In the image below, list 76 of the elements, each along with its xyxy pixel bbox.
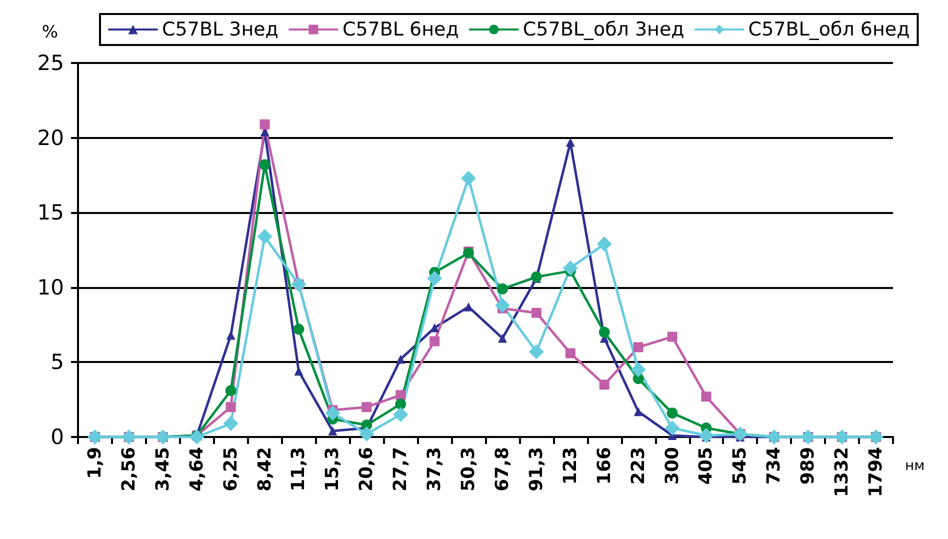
x-tick-label: 37,3 [424,447,446,492]
point [596,236,612,252]
y-axis-title: % [42,22,58,42]
x-tick-label: 300 [662,447,683,485]
point [396,390,406,400]
x-tick-label: 20,6 [356,447,378,492]
x-tick-label: 989 [798,447,819,485]
x-tick-label: 15,3 [322,447,344,492]
point [566,138,575,147]
point [362,402,372,412]
x-tick-label: 1794 [866,447,887,498]
x-tick-label: 545 [730,447,751,485]
legend-label: C57BL_обл 3нед [522,18,684,40]
point [565,348,576,358]
point [634,407,643,416]
y-tick-label: 15 [37,200,64,225]
legend-label: C57BL 6нед [342,18,459,40]
point [698,428,714,444]
point [562,260,578,276]
x-tick-label: 27,7 [390,447,412,492]
x-tick-label: 123 [560,447,581,485]
point [667,332,678,342]
x-tick-label: 166 [594,447,615,485]
point [223,416,238,432]
point [328,426,338,436]
x-tick-label: 4,64 [186,447,208,492]
point [257,229,272,244]
x-tick-label: 1,9 [84,447,106,479]
x-tick-label: 6,25 [220,447,242,492]
x-tick-label: 3,45 [152,447,174,492]
point [325,406,340,421]
point [259,159,270,170]
point [396,354,406,364]
x-axis-title: нм [905,458,925,474]
point [430,336,440,346]
point [664,420,680,436]
x-tick-label: 405 [696,447,717,485]
point [293,324,304,335]
point [498,334,507,343]
x-tick-label: 67,8 [492,447,513,492]
x-tick-label: 50,3 [458,447,480,492]
point [359,426,374,442]
point [630,362,646,378]
x-tick-label: 8,42 [254,447,276,492]
point [225,385,236,396]
y-tick-label: 25 [37,51,64,75]
point [701,392,712,402]
point [427,270,442,286]
point [226,402,236,412]
point [530,271,542,282]
point [599,380,610,390]
point [395,398,406,410]
y-tick-label: 0 [50,425,64,449]
point [528,344,544,360]
point [633,342,644,352]
y-tick-label: 20 [37,126,64,150]
x-tick-label: 223 [628,447,649,485]
point [496,283,508,294]
point [189,430,204,444]
point [531,308,542,318]
x-tick-label: 1332 [832,447,853,498]
point [494,298,510,313]
point [598,326,610,338]
legend-label: C57BL_обл 6нед [748,18,910,40]
x-tick-label: 734 [764,447,785,485]
y-tick-label: 5 [50,350,64,374]
point [461,170,476,186]
point [226,330,236,340]
y-tick-label: 10 [37,275,64,300]
legend-label: C57BL 3нед [162,18,278,40]
point [260,119,270,130]
point [393,407,408,422]
x-tick-label: 2,56 [118,447,140,492]
x-tick-label: 91,3 [526,447,547,492]
point [666,408,678,419]
x-tick-label: 11,3 [288,447,310,492]
